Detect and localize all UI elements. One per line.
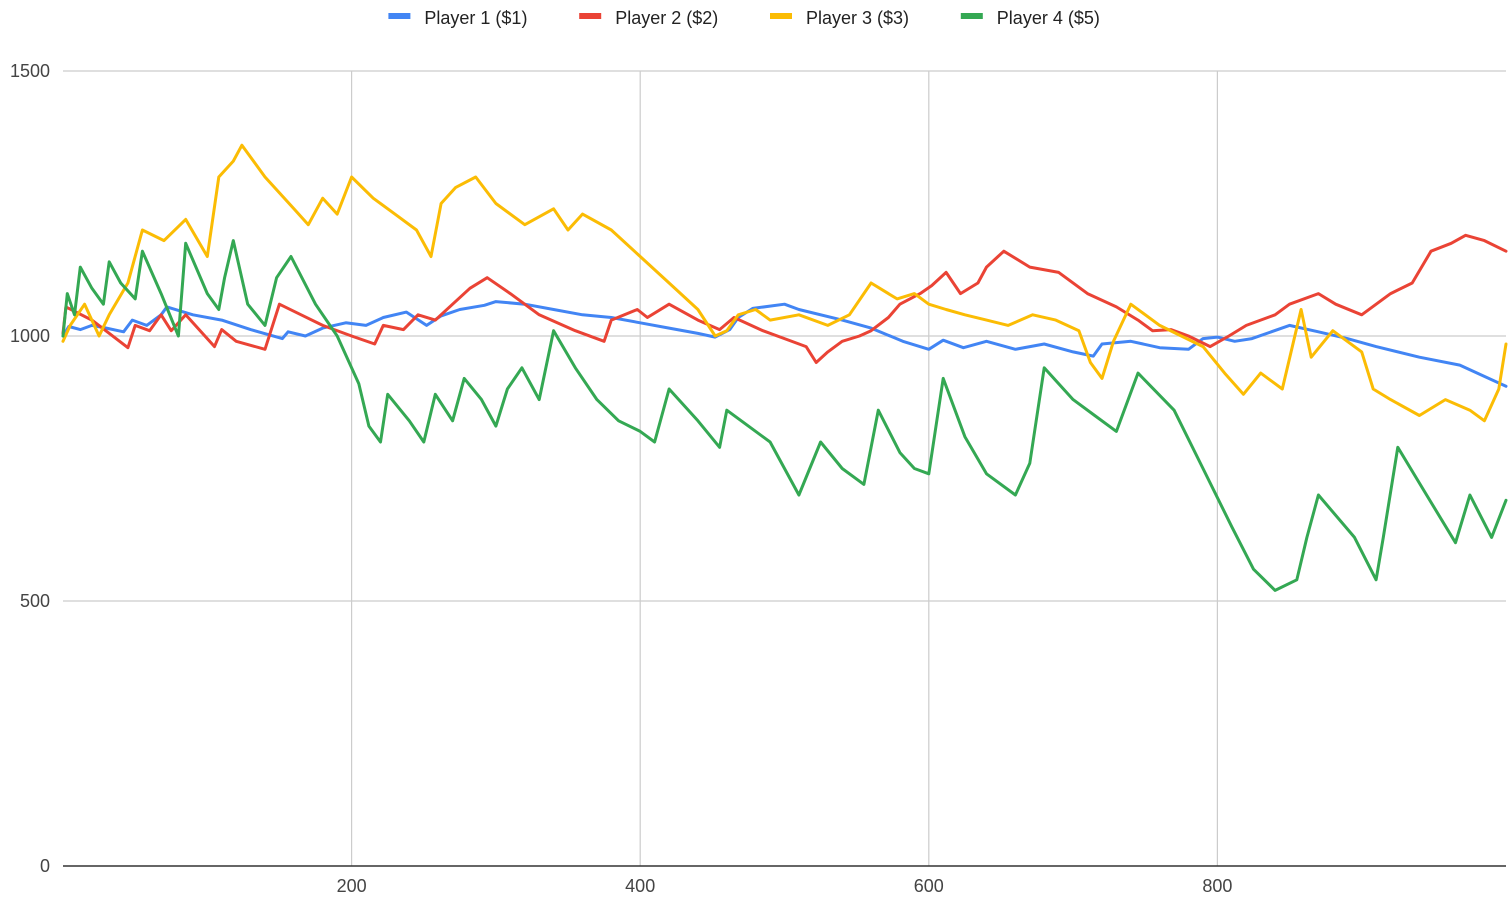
series-group [61,143,1508,592]
legend-label: Player 3 ($3) [806,8,909,28]
x-tick-label: 600 [914,876,944,896]
legend-swatch [960,13,983,19]
y-tick-label: 0 [40,856,50,876]
x-tick-label: 400 [625,876,655,896]
y-tick-label: 1000 [10,326,50,346]
series-line-player-2 [61,233,1508,364]
x-tick-label: 800 [1202,876,1232,896]
legend-label: Player 2 ($2) [615,8,718,28]
legend-label: Player 4 ($5) [997,8,1100,28]
y-tick-label: 500 [20,591,50,611]
legend-item-player-2[interactable]: Player 2 ($2) [579,8,718,28]
series-line-player-1 [61,300,1508,388]
legend-item-player-4[interactable]: Player 4 ($5) [960,8,1100,28]
legend-swatch [770,13,792,19]
legend-label: Player 1 ($1) [424,8,527,28]
series-line-player-3 [61,143,1508,423]
axes: 0 500 1000 1500 200 400 600 800 [10,61,1506,896]
x-tick-label: 200 [337,876,367,896]
legend: Player 1 ($1) Player 2 ($2) Player 3 ($3) P… [388,8,1100,28]
y-tick-label: 1500 [10,61,50,81]
legend-swatch [579,13,602,19]
legend-swatch [388,13,411,19]
legend-item-player-3[interactable]: Player 3 ($3) [770,8,909,28]
series-line-player-4 [61,239,1508,592]
legend-item-player-1[interactable]: Player 1 ($1) [388,8,527,28]
